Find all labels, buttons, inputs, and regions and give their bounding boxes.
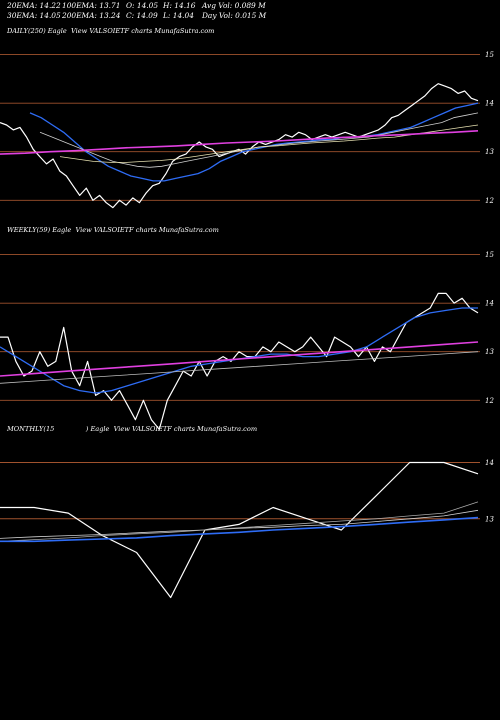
day-vol-label: Day Vol: 0.015 M [202,10,267,20]
monthly-chart-title: MONTHLY(15 ) Eagle View VALSOIETF charts… [7,425,258,433]
ema30-label: 30EMA: 14.05 [7,10,61,20]
series-line-1-2 [0,341,479,377]
series-line-2-3 [0,516,479,543]
series-line-1-3 [0,351,479,384]
series-line-0-0 [0,83,479,209]
daily-chart-title: DAILY(250) Eagle View VALSOIETF charts M… [7,27,215,35]
open-label: O: 14.05 [126,1,159,10]
weekly-chart-title: WEEKLY(59) Eagle View VALSOIETF charts M… [7,226,219,234]
y-tick-label-0-1: 14 [485,100,494,108]
y-tick-label-1-1: 14 [485,300,494,308]
series-line-0-1 [29,102,479,182]
low-label: L: 14.04 [163,10,194,20]
close-label: C: 14.09 [126,10,158,20]
high-label: H: 14.16 [163,1,196,10]
stats-row-2: 30EMA: 14.05200EMA: 13.24 C: 14.09 L: 14.0… [7,11,266,21]
series-line-0-2 [39,112,479,168]
series-line-2-0 [0,461,479,599]
avg-vol-label: Avg Vol: 0.089 M [202,1,266,10]
series-line-1-0 [0,292,479,430]
series-line-2-2 [0,501,479,542]
y-tick-label-0-2: 13 [485,148,494,156]
y-tick-label-1-0: 15 [485,251,494,259]
stats-row-1: 20EMA: 14.22100EMA: 13.71 O: 14.05 H: 14.1… [7,1,266,11]
series-line-2-1 [0,509,479,539]
ema100-label: 100EMA: 13.71 [62,1,121,10]
y-tick-label-1-2: 13 [485,348,494,356]
series-line-1-1 [0,307,478,394]
series-line-0-4 [0,130,479,155]
y-tick-label-0-0: 15 [485,51,494,59]
y-tick-label-2-1: 13 [485,515,494,523]
y-tick-label-1-3: 12 [485,397,494,405]
y-tick-label-0-3: 12 [485,197,494,205]
y-tick-label-2-0: 14 [485,459,494,467]
ema200-label: 200EMA: 13.24 [62,10,121,20]
stats-header: 20EMA: 14.22100EMA: 13.71 O: 14.05 H: 14.1… [7,1,266,20]
ema20-label: 20EMA: 14.22 [7,1,61,10]
